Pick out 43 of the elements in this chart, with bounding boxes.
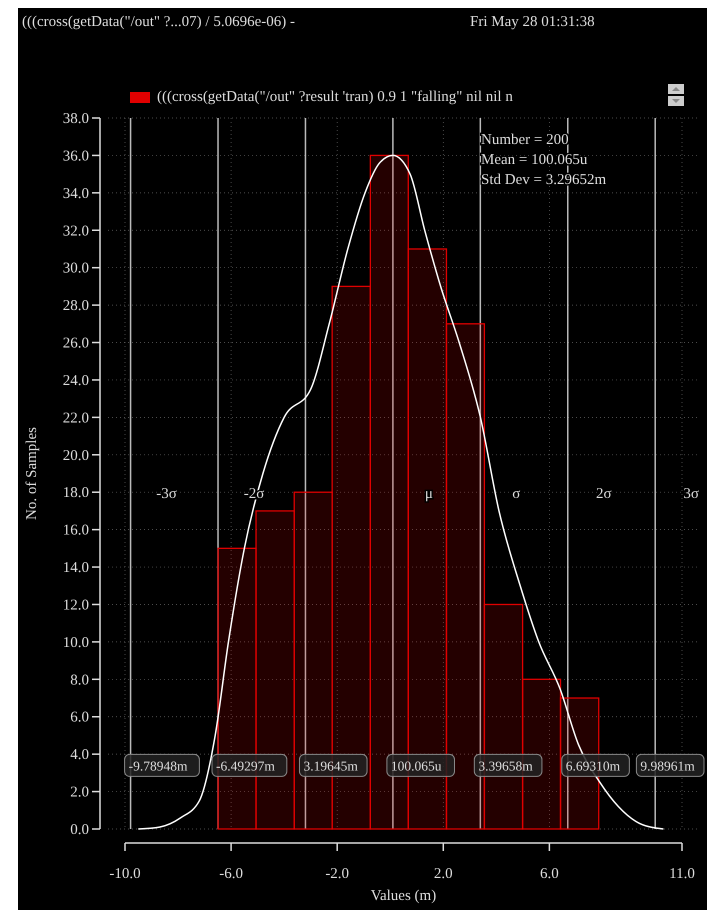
y-tick-label: 6.0 (70, 710, 89, 726)
annotation: -9.78948m (128, 758, 188, 774)
x-tick-label: 2.0 (434, 866, 453, 882)
y-tick-label: 26.0 (62, 336, 89, 352)
ref-line-label: σ (512, 486, 520, 502)
y-tick-label: 0.0 (70, 822, 89, 838)
y-tick-label: 8.0 (70, 672, 89, 688)
ref-line-label: μ (424, 486, 433, 502)
y-tick-label: 14.0 (62, 560, 89, 576)
y-tick-label: 38.0 (62, 111, 89, 127)
x-tick-label: -6.0 (219, 866, 243, 882)
chart-title: (((cross(getData("/out" ?...07) / 5.0696e-06) - (22, 14, 295, 30)
x-tick-label: -10.0 (109, 866, 141, 882)
y-tick-label: 10.0 (62, 634, 89, 651)
y-tick-label: 2.0 (70, 784, 89, 801)
y-tick-label: 4.0 (70, 747, 89, 764)
annotation: 3.39658m (478, 758, 534, 774)
y-tick-label: 12.0 (62, 597, 89, 614)
y-tick-label: 32.0 (62, 223, 89, 240)
y-axis-title: No. of Samples (24, 426, 40, 520)
y-tick-label: 18.0 (62, 485, 89, 502)
ref-line-label: 3σ (683, 486, 699, 502)
y-tick-label: 22.0 (62, 410, 89, 426)
y-tick-label: 20.0 (62, 448, 89, 464)
x-tick-label: -2.0 (325, 866, 350, 882)
y-tick-label: 30.0 (62, 260, 89, 277)
chart-subtitle: Fri May 28 01:31:38 (470, 14, 595, 30)
annotation: 6.69310m (566, 758, 621, 774)
y-tick-label: 24.0 (62, 372, 89, 389)
y-tick-label: 36.0 (62, 148, 89, 164)
annotation: 100.065u (390, 758, 442, 774)
annotation: -6.49297m (216, 758, 276, 774)
x-axis-title: Values (m) (370, 888, 436, 904)
x-tick-label: 11.0 (669, 866, 695, 882)
y-tick-label: 34.0 (62, 186, 89, 202)
y-tick-label: 28.0 (62, 298, 89, 314)
ref-line-label: -3σ (156, 486, 177, 502)
annotation: 3.19645m (303, 758, 358, 774)
ref-line-label: 2σ (596, 486, 612, 502)
y-tick-label: 16.0 (62, 522, 89, 539)
x-tick-label: 6.0 (540, 866, 559, 882)
legend-label: (((cross(getData("/out" ?result 'tran) 0.9 1 "falling" nil nil n (157, 89, 514, 105)
annotation: 9.98961m (640, 758, 696, 774)
